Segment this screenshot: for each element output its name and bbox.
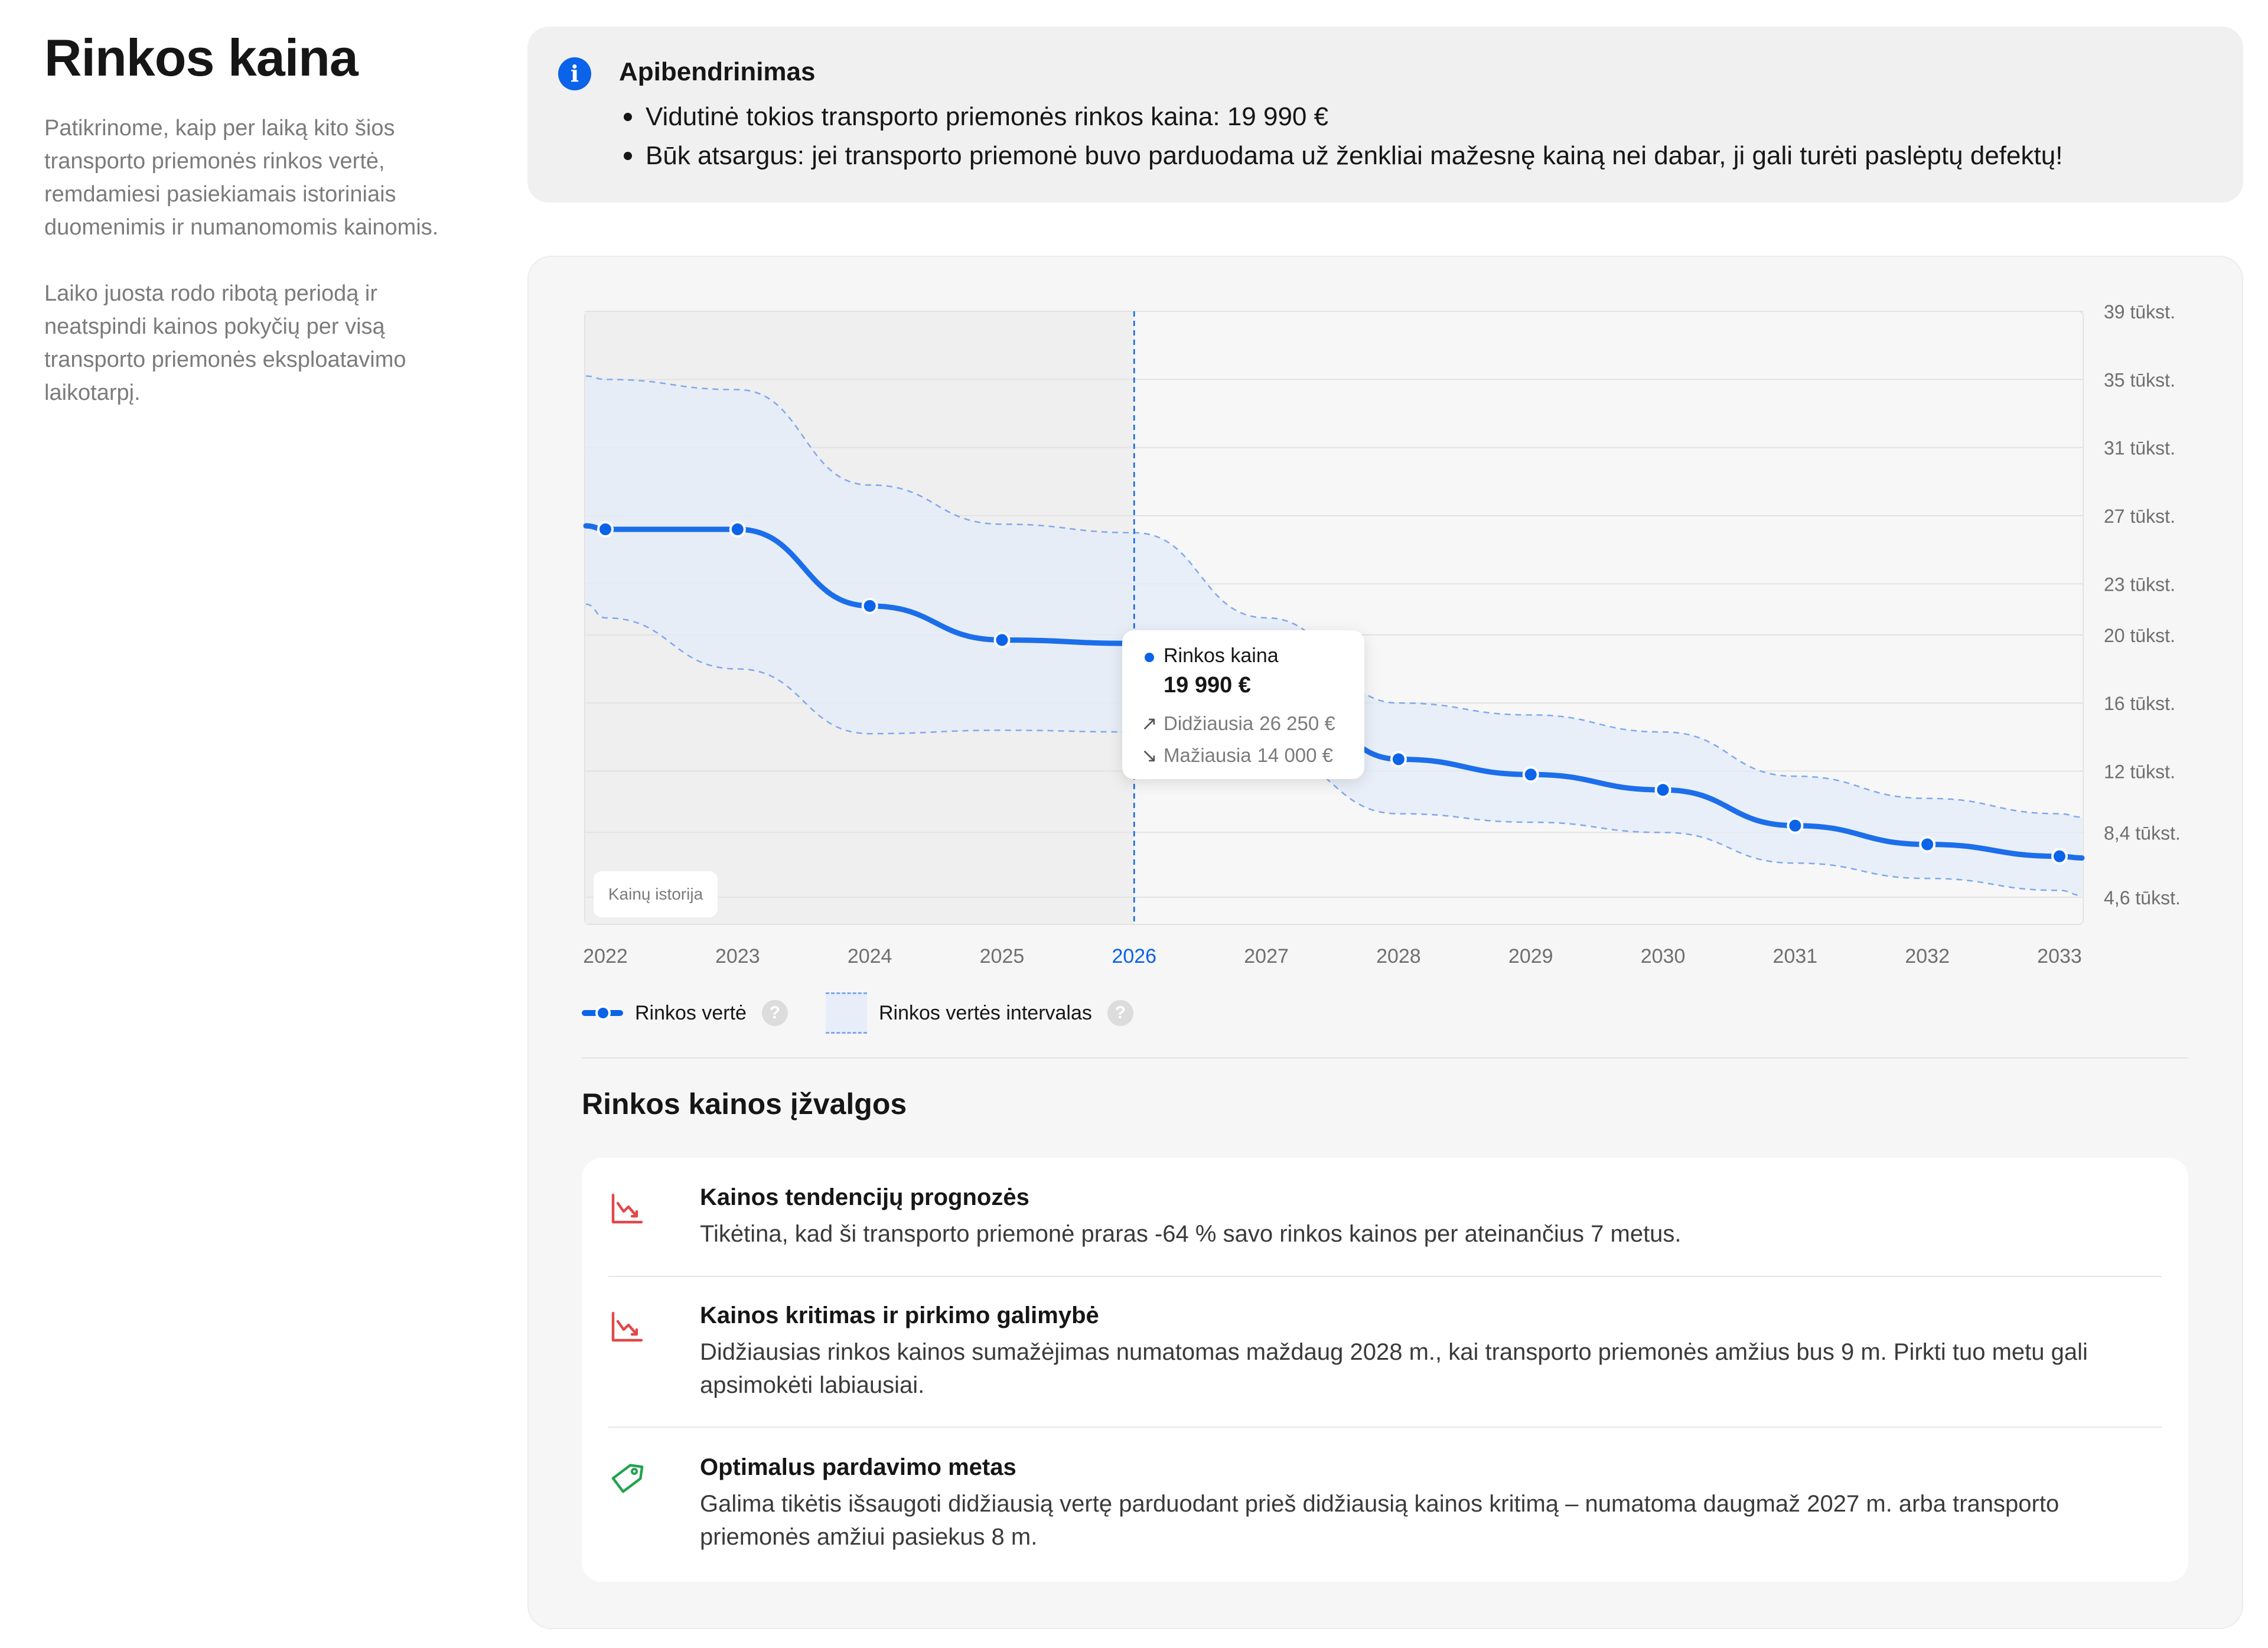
y-tick-label: 27 tūkst. [2104,506,2175,527]
help-icon[interactable]: ? [1107,1000,1133,1026]
x-tick-label: 2031 [1773,945,1818,968]
insight-separator [608,1276,2162,1277]
help-icon[interactable]: ? [761,1000,788,1026]
y-tick-label: 31 tūkst. [2104,438,2175,459]
summary-box: i Apibendrinimas Vidutinė tokios transpo… [527,27,2243,203]
market-value-point [1390,751,1407,768]
insight-text: Tikėtina, kad ši transporto priemonė pra… [700,1221,1682,1247]
trend-down-icon [611,1311,643,1342]
x-tick-label: 2022 [583,945,628,968]
tooltip-max-label: Didžiausia [1164,712,1254,734]
insight-separator [608,1426,2162,1428]
price-chart[interactable]: 39 tūkst. 35 tūkst. 31 tūkst. 27 tūkst. 23 t… [529,257,2244,983]
market-value-point [2051,848,2068,865]
x-tick-label: 2028 [1376,945,1421,968]
insight-text: Galima tikėtis išsaugoti didžiausią vert… [700,1491,2060,1550]
market-value-point [1654,781,1671,799]
intro-column: Rinkos kaina Patikrinome, kaip per laiką… [44,28,458,409]
divider [582,1057,2188,1059]
arrow-up-right-icon: ↗ [1141,712,1158,734]
market-value-point [729,521,746,538]
interval-band [586,376,2082,895]
tooltip-max-row: ↗ Didžiausia 26 250 € [1141,712,1335,735]
summary-item: Vidutinė tokios transporto priemonės rin… [623,97,2062,136]
legend-value-label: Rinkos vertė [635,1001,747,1024]
y-tick-label: 12 tūkst. [2104,761,2175,783]
x-tick-label: 2024 [848,945,892,968]
price-history-tag: Kainų istorija [594,871,718,917]
legend-interval-swatch [825,992,867,1034]
chart-legend: Rinkos vertė ? Rinkos vertės intervalas … [582,992,1133,1034]
interval-upper-line [585,375,2083,818]
summary-list: Vidutinė tokios transporto priemonės rin… [623,97,2062,175]
tooltip-title: Rinkos kaina [1164,644,1279,667]
market-value-point [597,521,614,538]
insight-text: Didžiausias rinkos kainos sumažėjimas nu… [700,1339,2088,1398]
y-tick-label: 23 tūkst. [2104,574,2175,595]
insight-title: Kainos kritimas ir pirkimo galimybė [700,1302,1099,1328]
tooltip-min-row: ↘ Mažiausia 14 000 € [1141,744,1333,767]
tooltip-series-dot [1145,653,1154,662]
chart-tooltip: Rinkos kaina 19 990 € ↗ Didžiausia 26 250 … [1122,630,1364,779]
info-icon: i [558,57,591,90]
arrow-down-right-icon: ↘ [1141,744,1158,766]
market-value-point [1919,836,1936,853]
x-tick-label: 2029 [1508,945,1553,968]
x-tick-label: 2030 [1641,945,1686,968]
tooltip-min-label: Mažiausia [1164,744,1252,766]
y-tick-label: 8,4 tūkst. [2104,822,2181,843]
insight-title: Kainos tendencijų prognozės [700,1184,1029,1210]
y-tick-label: 39 tūkst. [2104,301,2175,323]
insight-title: Optimalus pardavimo metas [700,1454,1016,1480]
x-tick-label: 2026 [1112,945,1156,968]
intro-paragraph-1: Patikrinome, kaip per laiką kito šios tr… [44,115,439,240]
page-title: Rinkos kaina [44,28,359,87]
x-tick-label: 2032 [1905,945,1950,968]
x-tick-label: 2025 [980,945,1025,968]
y-tick-label: 35 tūkst. [2104,369,2175,390]
tooltip-max-value: 26 250 € [1259,712,1335,734]
market-value-point [1787,817,1804,834]
trend-down-icon [611,1193,643,1224]
market-value-point [861,597,878,614]
market-value-point [1522,766,1539,783]
legend-line-swatch [582,1005,623,1021]
market-value-point [993,631,1011,649]
x-tick-label: 2027 [1244,945,1289,968]
tooltip-min-value: 14 000 € [1257,744,1334,766]
price-chart-panel: 39 tūkst. 35 tūkst. 31 tūkst. 27 tūkst. 23 t… [527,256,2243,1629]
y-tick-label: 16 tūkst. [2104,693,2175,714]
summary-item: Būk atsargus: jei transporto priemonė bu… [623,136,2062,175]
price-tag-icon [611,1464,644,1493]
insights-card: Kainos tendencijų prognozės Tikėtina, ka… [582,1158,2188,1582]
insights-title: Rinkos kainos įžvalgos [582,1087,907,1121]
y-tick-label: 20 tūkst. [2104,625,2175,646]
x-tick-label: 2023 [715,945,760,968]
intro-paragraph-2: Laiko juosta rodo ribotą periodą ir neat… [44,281,406,405]
tooltip-value: 19 990 € [1164,673,1251,698]
x-tick-label: 2033 [2037,945,2082,968]
intro-text: Patikrinome, kaip per laiką kito šios tr… [44,112,458,409]
y-tick-label: 4,6 tūkst. [2104,887,2181,908]
summary-title: Apibendrinimas [619,57,816,86]
legend-interval-label: Rinkos vertės intervalas [878,1001,1092,1024]
